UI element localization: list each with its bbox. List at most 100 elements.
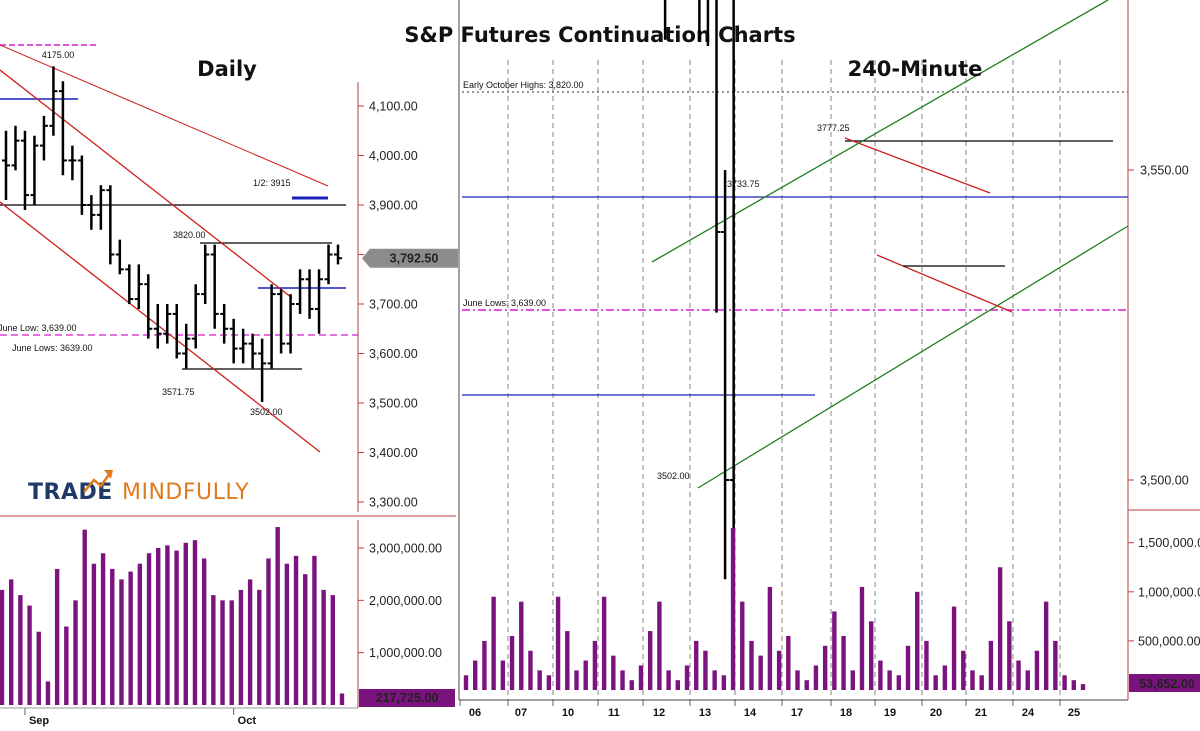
daily-vol-tick-label: 3,000,000.00 [369, 542, 442, 556]
daily-x-label: Sep [29, 715, 49, 727]
intra-volume-bar [832, 611, 837, 690]
intra-volume-bar [565, 631, 570, 690]
intra-volume-bar [905, 645, 911, 690]
intra-volume-bar [491, 596, 496, 690]
daily-volume-bar [36, 631, 41, 705]
intra-volume-bar [638, 665, 644, 690]
intra-x-label: 20 [930, 707, 942, 719]
daily-volume-bar [156, 548, 161, 705]
daily-volume-bars [0, 527, 345, 705]
intra-ohlc-bar [729, 0, 735, 598]
daily-annotation: June Low: 3,639.00 [0, 323, 77, 333]
daily-ohlc-bar [163, 304, 172, 344]
intra-volume-bar [721, 675, 727, 690]
intra-volume-bar [795, 670, 800, 690]
intra-annotation: 3777.25 [817, 123, 850, 133]
daily-ohlc-bar [258, 338, 267, 403]
intra-volume-bar [970, 670, 975, 690]
intra-volume-bar [463, 675, 469, 690]
daily-vol-last-tag: 217,725.00 [376, 691, 439, 705]
intra-volume-bar [924, 640, 929, 690]
logo-arrowhead-icon [104, 470, 113, 479]
daily-y-tick-label: 3,400.00 [369, 446, 418, 460]
intra-volume-bar [694, 640, 699, 690]
intra-volume-bar [592, 640, 598, 690]
intra-volume-bar [961, 650, 966, 690]
intra-volume-bar [749, 640, 754, 690]
daily-ohlc-bar [201, 244, 210, 304]
daily-ohlc-bar [296, 269, 305, 314]
intra-volume-bar [482, 640, 487, 690]
intra-x-label: 19 [884, 707, 896, 719]
daily-volume-bar [54, 568, 60, 705]
daily-ohlc-bar [11, 125, 20, 171]
intra-volume-bar [915, 591, 920, 690]
daily-price-bars [2, 66, 342, 403]
daily-ohlc-bar [267, 284, 276, 369]
daily-annotation: 1/2: 3915 [253, 178, 291, 188]
chart-title: S&P Futures Continuation Charts [404, 23, 795, 47]
daily-ohlc-bar [134, 264, 143, 309]
daily-volume-bar [220, 600, 225, 705]
daily-annotation: 3502.00 [250, 407, 283, 417]
intra-vol-tick-label: 1,500,000.00 [1138, 536, 1200, 550]
intra-volume-bar [519, 601, 524, 690]
daily-ohlc-bar [305, 269, 314, 319]
intra-x-label: 17 [791, 707, 803, 719]
daily-volume-bar [146, 553, 152, 705]
daily-ohlc-bar [248, 333, 257, 369]
daily-vol-tick-label: 1,000,000.00 [369, 646, 442, 660]
intra-volume-bar [822, 645, 828, 690]
daily-upper-trendline [0, 69, 293, 299]
intra-annotation: June Lows: 3,639.00 [463, 298, 546, 308]
intra-volume-bar [629, 680, 634, 690]
daily-volume-bar [174, 550, 179, 705]
daily-volume-bar [45, 681, 51, 705]
intra-volume-bar [841, 636, 846, 690]
intra-volume-bar [712, 670, 717, 690]
intra-volume-bar [675, 680, 681, 690]
intra-volume-bar [776, 650, 782, 690]
intra-volume-bar [583, 660, 588, 690]
intraday-volume-bars [463, 528, 1086, 690]
daily-volume-bar [64, 626, 69, 705]
intra-volume-bar [657, 601, 662, 690]
intraday-panel: Early October Highs: 3,820.00 3777.25 3733… [458, 0, 1200, 719]
intra-x-label: 06 [469, 707, 481, 719]
daily-ohlc-bar [182, 323, 191, 369]
daily-panel-title: Daily [197, 57, 257, 81]
daily-y-tick-label: 3,900.00 [369, 199, 418, 213]
intra-volume-bar [546, 675, 552, 690]
intra-volume-bar [500, 660, 506, 690]
intra-volume-bar [868, 621, 874, 690]
intra-x-label: 12 [653, 707, 665, 719]
daily-trendlines: 4175.00 1/2: 3915 3820.00 June Low: 3,639.0… [0, 44, 358, 453]
intra-volume-bar [951, 606, 957, 690]
intra-volume-bar [647, 631, 653, 690]
daily-volume-bar [293, 555, 299, 705]
daily-volume-bar [137, 563, 143, 705]
intra-annotation: 3502.00 [657, 471, 690, 481]
intra-x-label: 14 [744, 707, 757, 719]
intra-volume-bar [933, 675, 938, 690]
intra-x-label: 13 [699, 707, 711, 719]
daily-ohlc-bar [277, 289, 286, 354]
daily-volume-bar [128, 571, 133, 705]
intra-volume-bar [767, 586, 773, 690]
intraday-trendlines: Early October Highs: 3,820.00 3777.25 3733… [462, 0, 1129, 700]
daily-y-tick-label: 4,000.00 [369, 149, 418, 163]
daily-volume-bar [8, 579, 14, 705]
intra-y-tick-label: 3,550.00 [1140, 164, 1189, 178]
intra-volume-bar [620, 670, 625, 690]
intra-x-label: 07 [515, 707, 527, 719]
daily-volume-bar [247, 579, 253, 705]
intra-volume-bar [850, 670, 855, 690]
daily-ohlc-bar [58, 81, 67, 176]
intra-volume-bar [703, 650, 708, 690]
daily-ohlc-bar [172, 304, 181, 359]
daily-ohlc-bar [144, 274, 153, 339]
daily-ohlc-bar [324, 244, 333, 285]
intra-volume-bar [804, 680, 809, 690]
